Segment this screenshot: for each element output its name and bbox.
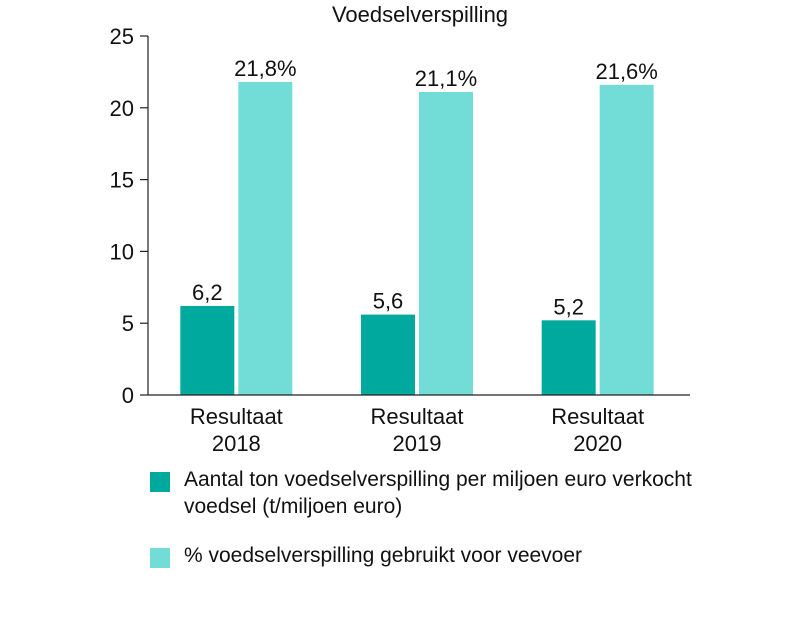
legend-swatch-veevoer bbox=[150, 548, 170, 568]
legend-label-veevoer: % voedselverspilling gebruikt voor veevo… bbox=[184, 544, 583, 567]
x-tick-label: Resultaat 2019 bbox=[371, 404, 464, 456]
data-label: 6,2 bbox=[192, 280, 223, 305]
y-tick-label: 20 bbox=[110, 96, 134, 121]
y-axis: 0 5 10 15 20 25 bbox=[110, 24, 149, 408]
data-label: 21,6% bbox=[595, 59, 657, 84]
bar bbox=[599, 84, 654, 395]
y-tick-label: 5 bbox=[122, 311, 134, 336]
bar bbox=[541, 320, 596, 395]
data-label: 21,1% bbox=[415, 66, 477, 91]
legend-item-veevoer: % voedselverspilling gebruikt voor veevo… bbox=[150, 542, 710, 569]
bar bbox=[180, 305, 235, 395]
x-axis: Resultaat 2018 Resultaat 2019 Resultaat 2020 bbox=[148, 394, 690, 456]
bar bbox=[419, 92, 473, 395]
x-tick-label: Resultaat 2018 bbox=[190, 404, 283, 456]
data-label: 5,2 bbox=[553, 294, 584, 319]
y-tick-label: 10 bbox=[110, 239, 134, 264]
legend-label-tons: Aantal ton voedselverspilling per miljoe… bbox=[184, 468, 692, 518]
y-tick-label: 0 bbox=[122, 383, 134, 408]
bar bbox=[361, 314, 415, 395]
legend-item-tons: Aantal ton voedselverspilling per miljoe… bbox=[150, 466, 710, 520]
bars: 6,2 21,8% 5,6 21,1% 5,2 21,6% bbox=[180, 56, 658, 396]
x-tick-label: Resultaat 2020 bbox=[551, 404, 644, 456]
data-label: 21,8% bbox=[234, 56, 296, 81]
y-tick-label: 15 bbox=[110, 168, 134, 193]
y-tick-label: 25 bbox=[110, 24, 134, 49]
bar-chart: Voedselverspilling 0 5 10 15 20 25 6,2 21,8% 5,… bbox=[110, 2, 690, 456]
legend: Aantal ton voedselverspilling per miljoe… bbox=[150, 466, 710, 591]
legend-swatch-tons bbox=[150, 472, 170, 492]
chart-title: Voedselverspilling bbox=[332, 2, 508, 27]
data-label: 5,6 bbox=[373, 289, 404, 314]
bar bbox=[238, 81, 293, 396]
